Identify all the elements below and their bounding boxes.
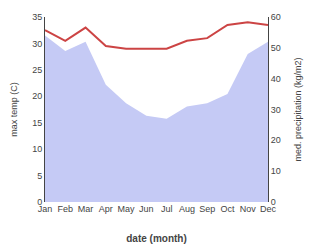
svg-text:30: 30 [271, 105, 281, 115]
svg-text:Jan: Jan [38, 204, 53, 214]
svg-text:35: 35 [32, 12, 42, 22]
svg-text:May: May [118, 204, 136, 214]
svg-text:10: 10 [32, 144, 42, 154]
svg-text:50: 50 [271, 43, 281, 53]
svg-text:Nov: Nov [240, 204, 257, 214]
svg-text:Jun: Jun [139, 204, 154, 214]
svg-text:date (month): date (month) [126, 233, 187, 244]
svg-text:25: 25 [32, 65, 42, 75]
svg-text:20: 20 [271, 135, 281, 145]
svg-text:5: 5 [37, 171, 42, 181]
svg-text:10: 10 [271, 166, 281, 176]
svg-text:Feb: Feb [58, 204, 74, 214]
svg-text:30: 30 [32, 39, 42, 49]
svg-text:Dec: Dec [260, 204, 277, 214]
svg-text:Oct: Oct [220, 204, 235, 214]
svg-text:15: 15 [32, 118, 42, 128]
svg-text:20: 20 [32, 91, 42, 101]
svg-text:Aug: Aug [179, 204, 195, 214]
svg-text:Sep: Sep [199, 204, 215, 214]
svg-text:40: 40 [271, 74, 281, 84]
svg-text:Mar: Mar [78, 204, 94, 214]
svg-text:Apr: Apr [99, 204, 113, 214]
svg-text:med. precipitation (kg/m2): med. precipitation (kg/m2) [293, 57, 303, 161]
svg-text:max temp (C): max temp (C) [9, 82, 19, 137]
svg-text:0: 0 [271, 197, 276, 207]
svg-text:Jul: Jul [161, 204, 173, 214]
svg-text:0: 0 [37, 197, 42, 207]
svg-text:60: 60 [271, 12, 281, 22]
